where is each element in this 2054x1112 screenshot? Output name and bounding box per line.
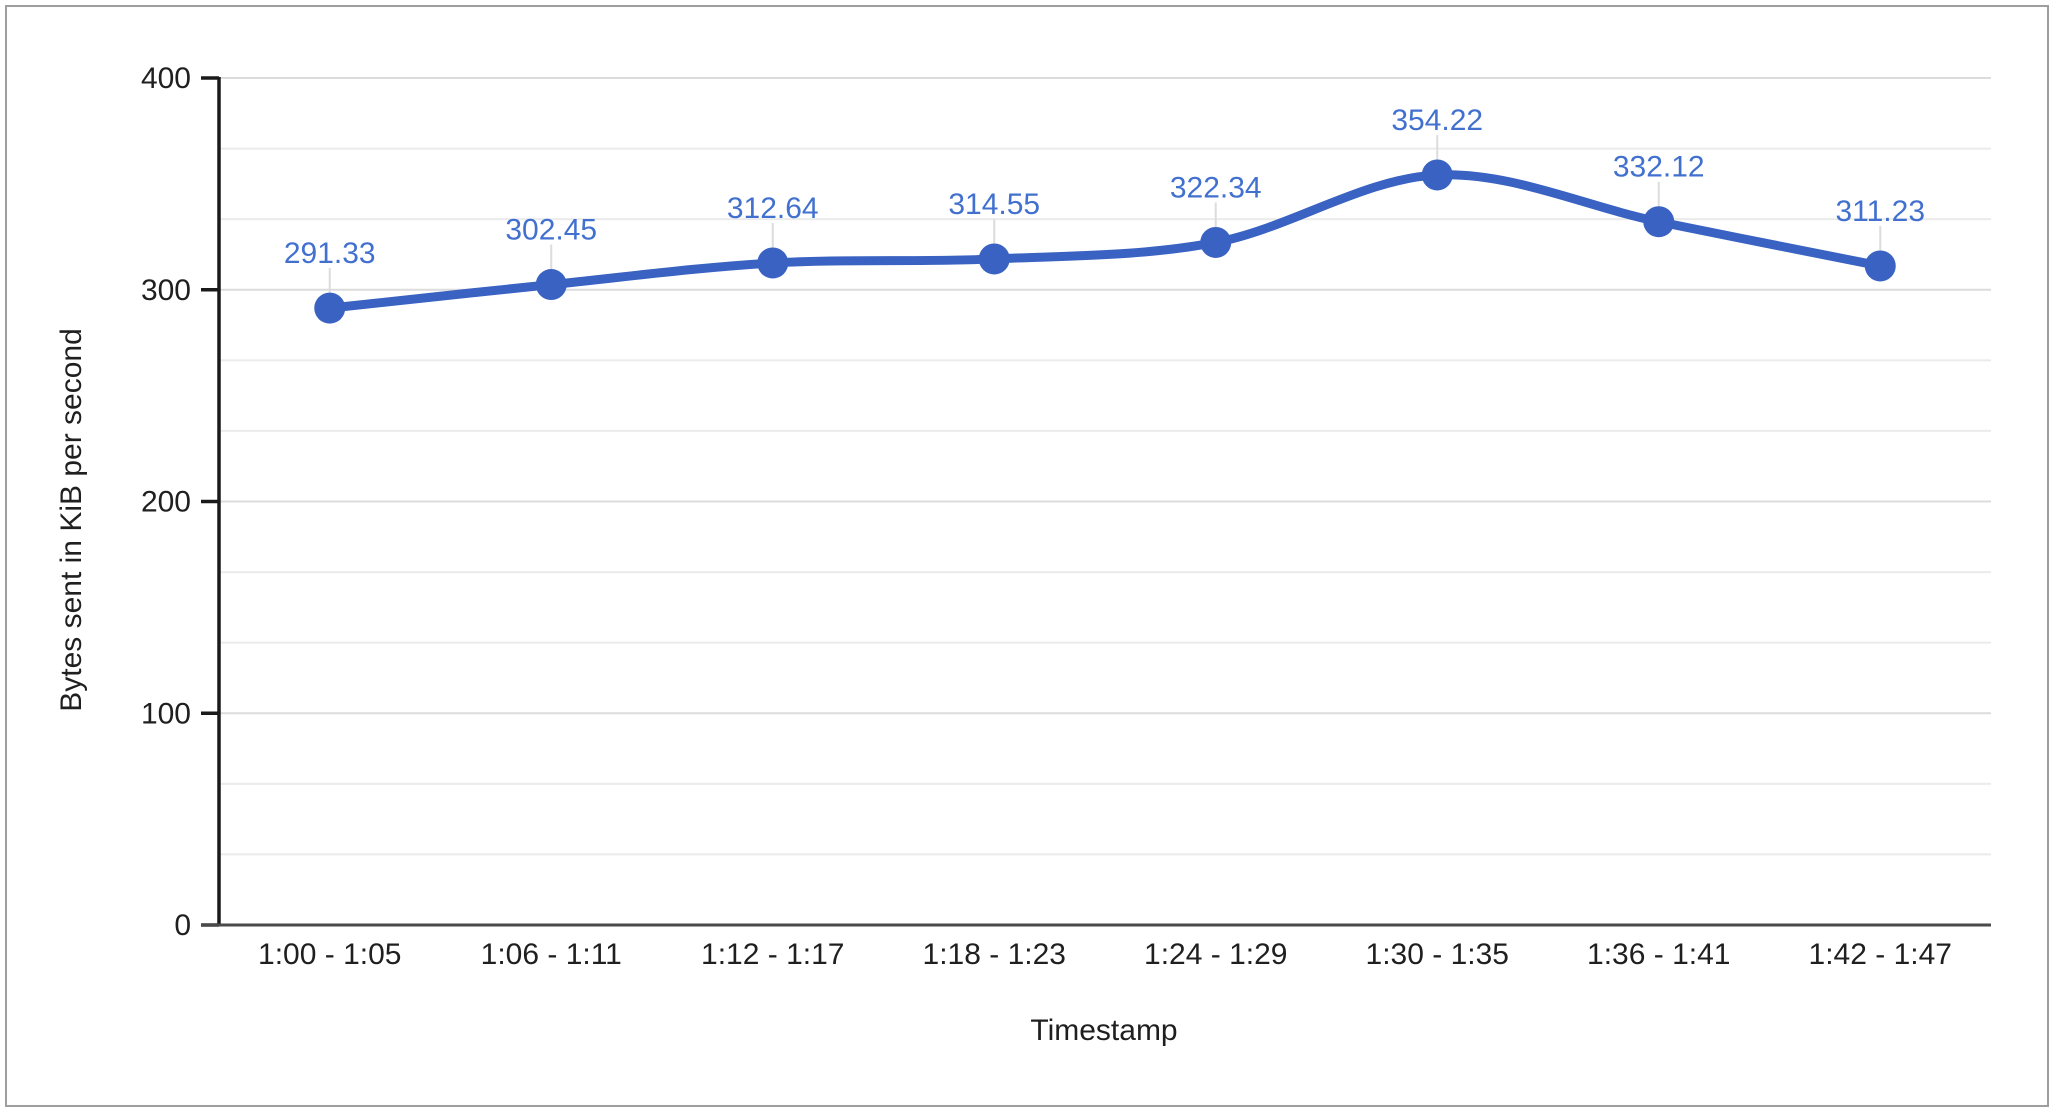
y-axis-tick-label: 0 <box>174 909 191 942</box>
data-point-label: 311.23 <box>1835 195 1925 228</box>
y-axis-tick-label: 100 <box>141 697 191 730</box>
data-point-marker <box>1643 206 1675 238</box>
series-line <box>325 170 1885 313</box>
data-point-marker <box>757 247 789 279</box>
x-axis-tick-label: 1:24 - 1:29 <box>1144 938 1287 971</box>
x-axis-tick-label: 1:42 - 1:47 <box>1809 938 1952 971</box>
data-point-label: 332.12 <box>1613 151 1705 184</box>
x-axis-tick-label: 1:18 - 1:23 <box>923 938 1066 971</box>
data-point-label: 314.55 <box>948 188 1040 221</box>
data-point-label: 322.34 <box>1170 171 1262 204</box>
data-point-label: 291.33 <box>284 237 376 270</box>
data-point-marker <box>535 269 567 301</box>
data-point-label: 302.45 <box>505 214 597 247</box>
x-axis-tick-label: 1:36 - 1:41 <box>1587 938 1730 971</box>
data-point-marker <box>978 243 1010 275</box>
data-point-marker <box>314 292 346 324</box>
x-axis-tick-label: 1:12 - 1:17 <box>701 938 844 971</box>
x-axis-tick-label: 1:06 - 1:11 <box>481 938 622 971</box>
x-axis-tick-label: 1:00 - 1:05 <box>258 938 401 971</box>
data-point-marker <box>1200 226 1232 258</box>
data-point-label: 312.64 <box>727 192 819 225</box>
y-axis-tick-label: 300 <box>141 274 191 307</box>
data-point-marker <box>1421 159 1453 191</box>
data-point-marker <box>1864 250 1896 282</box>
y-axis-tick-label: 400 <box>141 62 191 95</box>
data-point-label: 354.22 <box>1391 104 1483 137</box>
y-axis-title: Bytes sent in KiB per second <box>55 328 88 712</box>
y-axis-tick-label: 200 <box>141 486 191 519</box>
x-axis-tick-label: 1:30 - 1:35 <box>1366 938 1509 971</box>
x-axis-title: Timestamp <box>1030 1014 1178 1047</box>
